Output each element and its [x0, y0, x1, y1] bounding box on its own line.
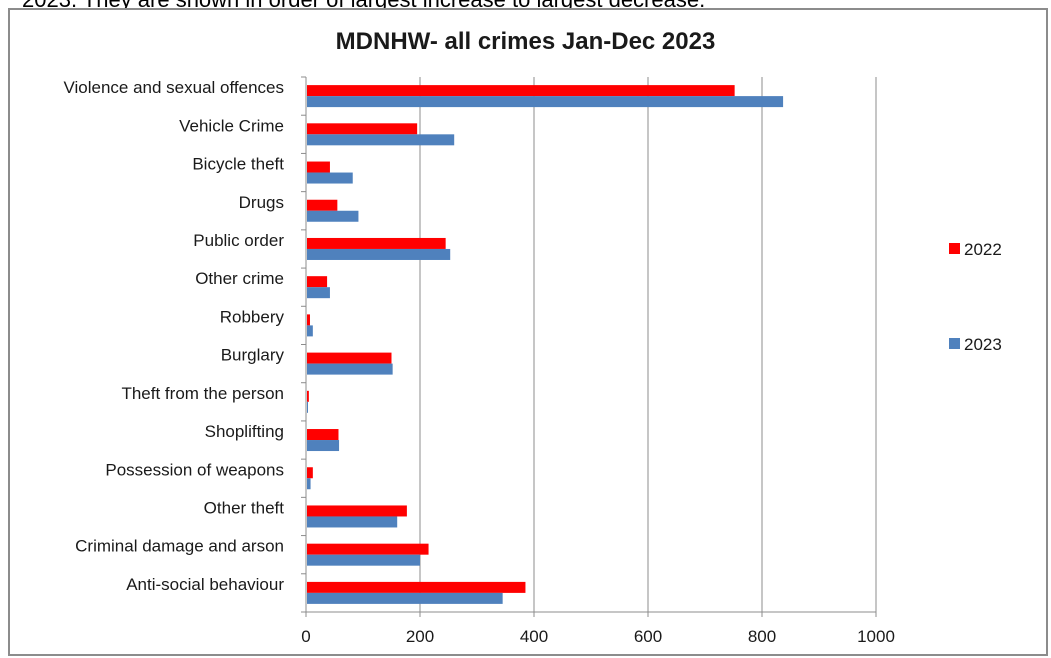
- bar-2022-other-crime: [307, 276, 328, 288]
- bar-2022-public-order: [307, 237, 446, 249]
- x-tick-label: 0: [301, 627, 310, 646]
- bar-2023-theft-from-the-person: [307, 401, 308, 413]
- chart-title: MDNHW- all crimes Jan-Dec 2023: [335, 28, 716, 55]
- bar-2023-drugs: [307, 210, 359, 222]
- bar-2022-possession-of-weapons: [307, 467, 313, 479]
- category-label: Criminal damage and arson: [75, 537, 284, 556]
- bar-2023-violence-and-sexual-offences: [307, 96, 784, 108]
- category-label: Shoplifting: [205, 422, 284, 441]
- category-label: Robbery: [220, 307, 285, 326]
- bar-2023-possession-of-weapons: [307, 478, 311, 490]
- bar-2023-robbery: [307, 325, 313, 337]
- category-label: Anti-social behaviour: [126, 575, 284, 594]
- category-label: Drugs: [239, 193, 284, 212]
- x-tick-label: 1000: [857, 627, 895, 646]
- bar-2022-shoplifting: [307, 429, 339, 441]
- bar-2023-bicycle-theft: [307, 172, 353, 184]
- bar-2022-burglary: [307, 352, 392, 364]
- category-label: Vehicle Crime: [179, 116, 284, 135]
- category-label: Other theft: [204, 498, 285, 517]
- x-tick-label: 600: [634, 627, 662, 646]
- category-label: Bicycle theft: [192, 155, 284, 174]
- bar-2023-vehicle-crime: [307, 134, 455, 146]
- bar-2023-criminal-damage-and-arson: [307, 554, 420, 566]
- bar-2022-vehicle-crime: [307, 123, 418, 135]
- chart-frame: [8, 8, 1048, 656]
- bar-2023-burglary: [307, 363, 393, 375]
- category-label: Public order: [193, 231, 284, 250]
- category-label: Violence and sexual offences: [63, 78, 284, 97]
- category-label: Burglary: [221, 346, 285, 365]
- bar-2023-public-order: [307, 248, 451, 260]
- category-label: Theft from the person: [121, 384, 284, 403]
- bar-2022-bicycle-theft: [307, 161, 330, 173]
- bar-2022-violence-and-sexual-offences: [307, 85, 735, 97]
- x-tick-label: 200: [406, 627, 434, 646]
- x-tick-label: 400: [520, 627, 548, 646]
- bar-2023-other-crime: [307, 287, 330, 299]
- category-label: Possession of weapons: [105, 460, 284, 479]
- bar-2022-theft-from-the-person: [307, 390, 309, 402]
- legend-label-2022: 2022: [964, 240, 1002, 259]
- bar-2022-robbery: [307, 314, 310, 326]
- bar-2022-criminal-damage-and-arson: [307, 543, 429, 555]
- legend-label-2023: 2023: [964, 335, 1002, 354]
- category-label: Other crime: [195, 269, 284, 288]
- bar-2023-anti-social-behaviour: [307, 592, 503, 604]
- bar-2022-drugs: [307, 199, 338, 211]
- legend-swatch-2022: [949, 243, 960, 254]
- bar-2022-other-theft: [307, 505, 407, 517]
- x-tick-label: 800: [748, 627, 776, 646]
- bar-2023-shoplifting: [307, 440, 340, 452]
- legend-swatch-2023: [949, 338, 960, 349]
- bar-2023-other-theft: [307, 516, 398, 528]
- bar-2022-anti-social-behaviour: [307, 581, 526, 593]
